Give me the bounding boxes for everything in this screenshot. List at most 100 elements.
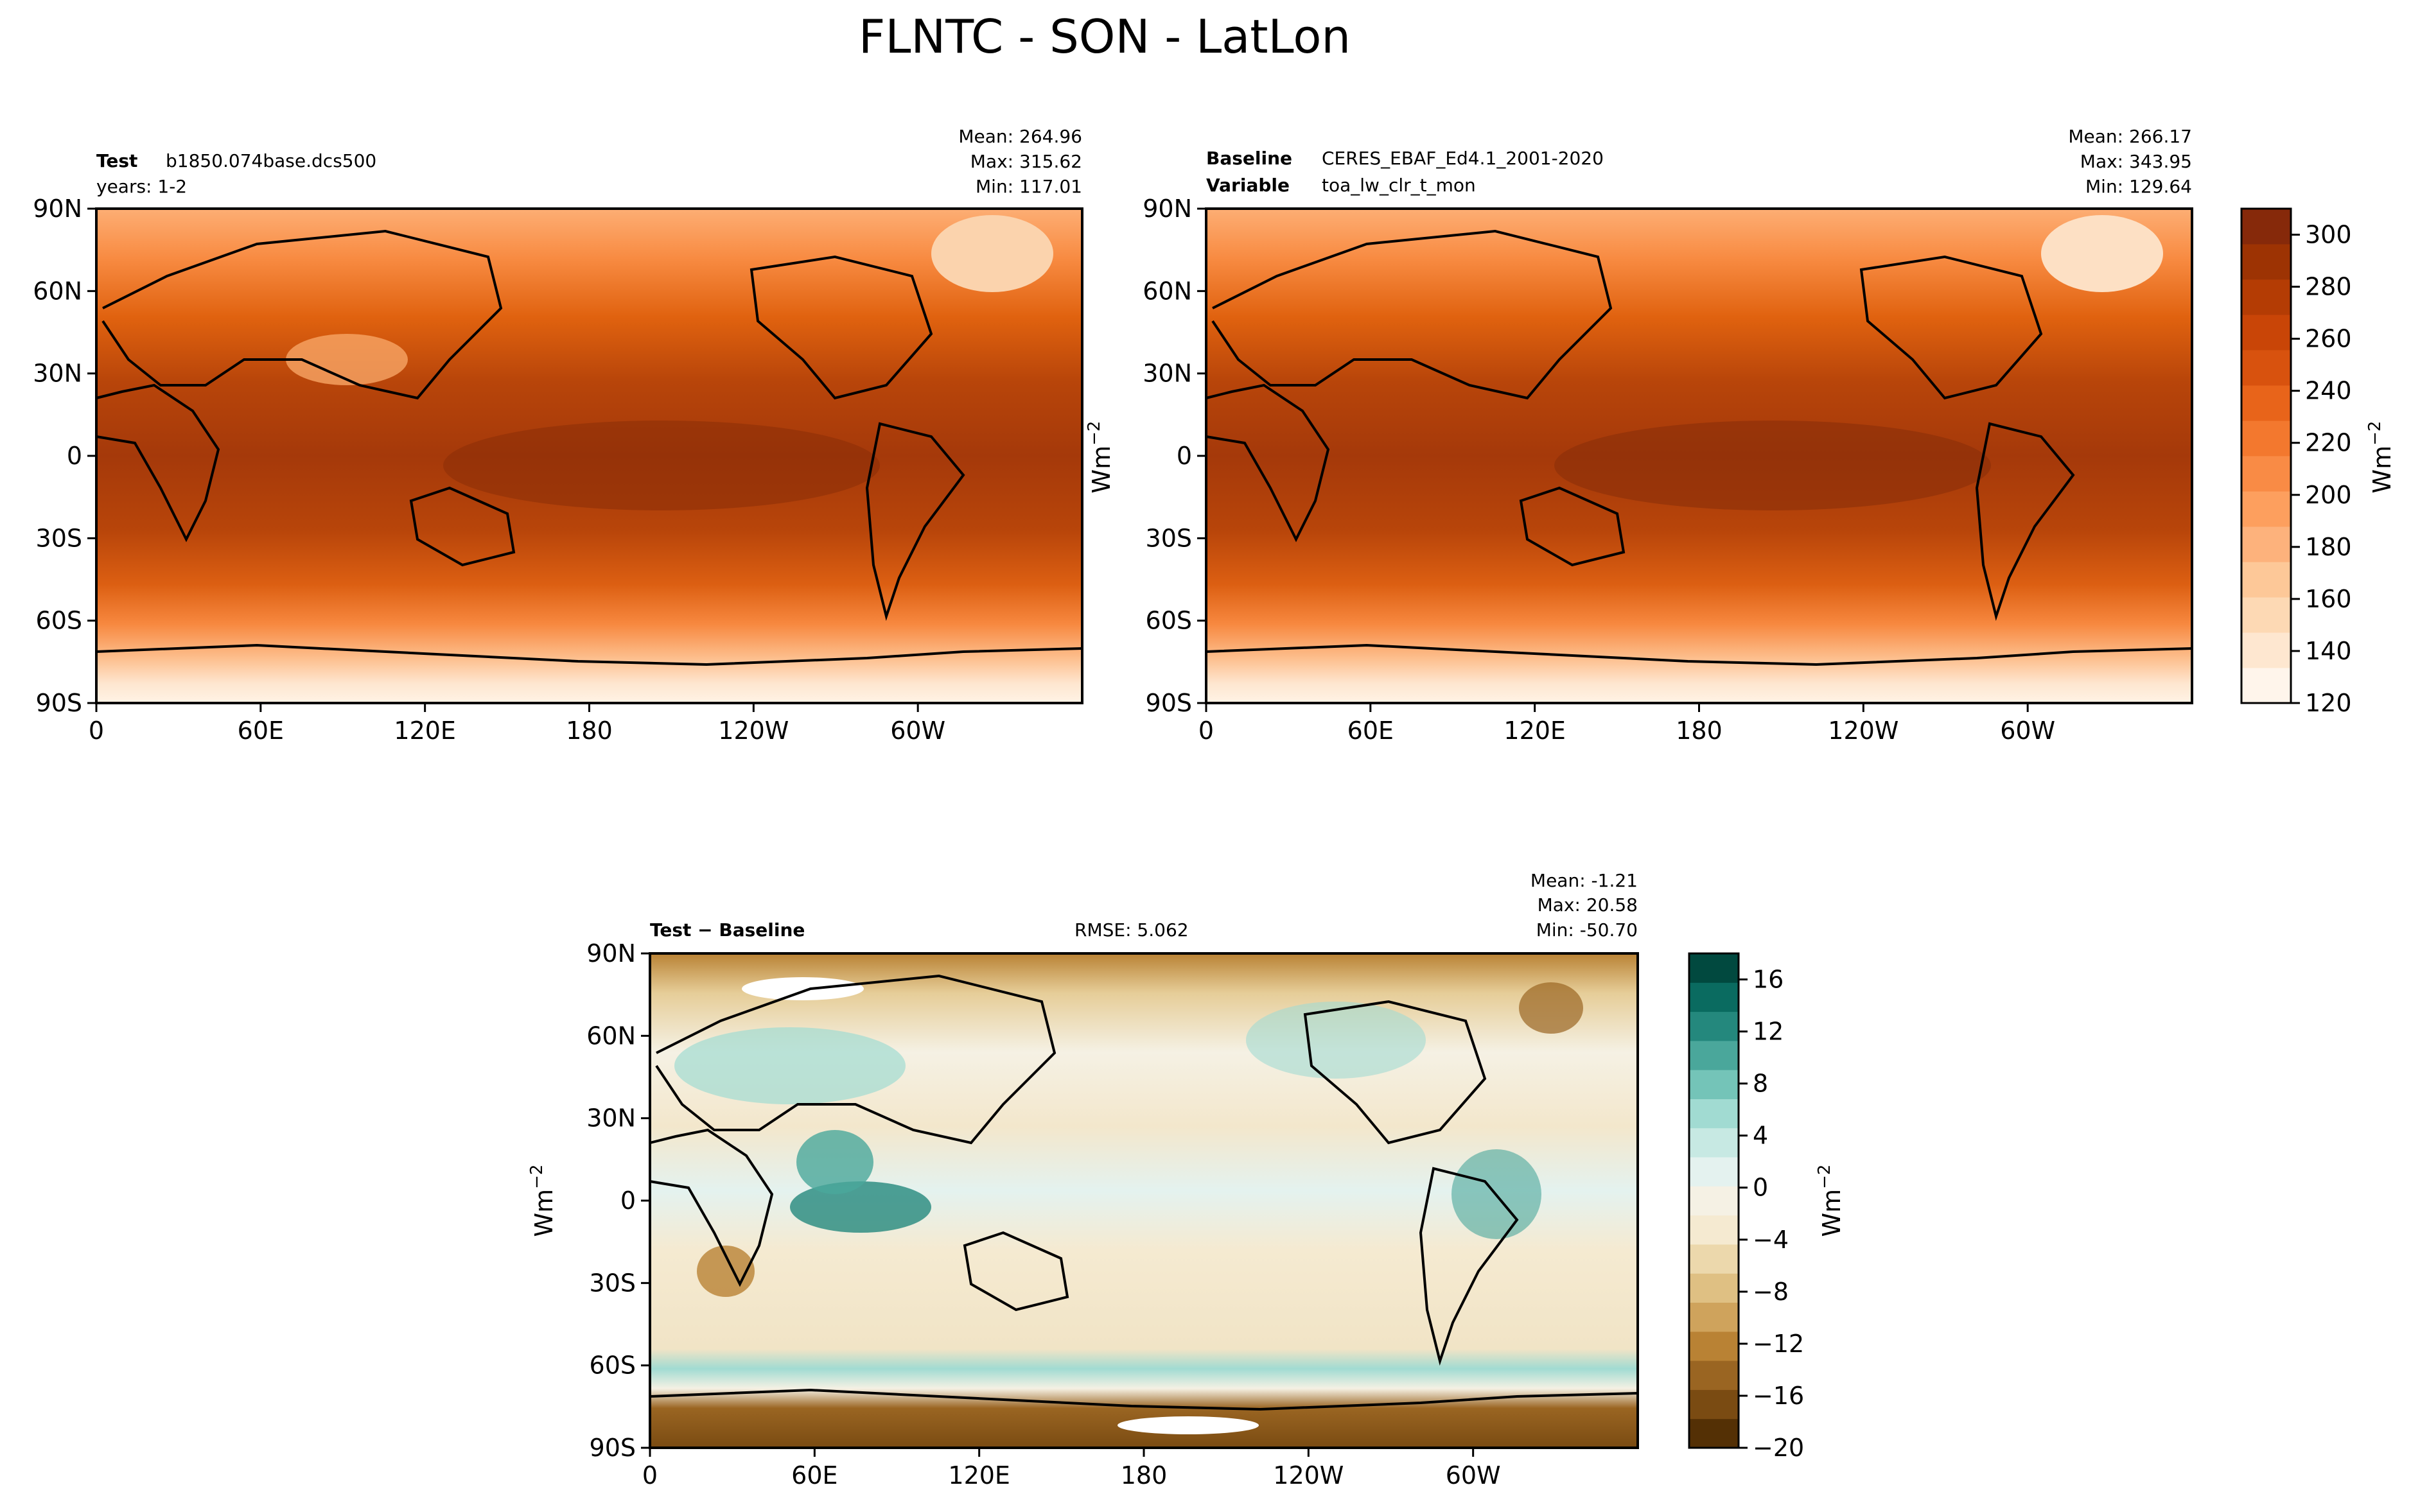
- baseline-mean: Mean: 266.17: [2068, 126, 2192, 147]
- test-label-bold: Test: [96, 150, 137, 171]
- test-ytick-label: 30N: [33, 360, 82, 388]
- colorbar-absolute-swatch: [2241, 491, 2291, 527]
- colorbar-difference-tick-label: −12: [1753, 1330, 1804, 1358]
- colorbar-absolute-tick-label: 140: [2305, 637, 2352, 665]
- colorbar-absolute-swatch: [2241, 632, 2291, 668]
- colorbar-absolute-swatch: [2241, 562, 2291, 598]
- diff-asia-blob: [674, 1027, 906, 1104]
- test-axes-ticks: 0 60E 120E 180 120W 60W 90N 60N 30N 0 30S 60S 90S: [33, 195, 945, 745]
- baseline-ylabel: Wm−2: [1085, 421, 1116, 494]
- test-ytick-label: 60S: [36, 607, 82, 635]
- test-min: Min: 117.01: [976, 176, 1082, 197]
- diff-ytick-label: 90S: [590, 1434, 636, 1462]
- diff-max: Max: 20.58: [1538, 894, 1638, 916]
- diff-axes-ticks: 0 60E 120E 180 120W 60W 90N 60N 30N 0 30S 60S 90S: [586, 939, 1500, 1490]
- test-xtick-label: 120W: [718, 717, 789, 745]
- diff-ytick-label: 30N: [586, 1104, 636, 1133]
- colorbar-difference-swatch: [1689, 1099, 1739, 1129]
- colorbar-difference-tick-label: −4: [1753, 1226, 1789, 1254]
- colorbar-difference-swatch: [1689, 1040, 1739, 1070]
- colorbar-difference-swatch: [1689, 1011, 1739, 1041]
- colorbar-difference-swatch: [1689, 1215, 1739, 1245]
- diff-ytick-label: 60N: [586, 1021, 636, 1050]
- colorbar-absolute-swatch: [2241, 315, 2291, 351]
- baseline-ytick-label: 90N: [1143, 195, 1192, 223]
- colorbar-difference-swatch: [1689, 1273, 1739, 1303]
- colorbar-difference-swatch: [1689, 982, 1739, 1012]
- colorbar-difference-swatch: [1689, 1070, 1739, 1099]
- colorbar-difference-swatch: [1689, 1331, 1739, 1361]
- diff-ytick-label: 0: [620, 1186, 636, 1215]
- colorbar-difference-tick-label: 8: [1753, 1070, 1768, 1098]
- colorbar-difference-tick-label: −16: [1753, 1382, 1804, 1410]
- diff-ytick-label: 60S: [590, 1351, 636, 1380]
- baseline-label-value: CERES_EBAF_Ed4.1_2001-2020: [1322, 148, 1604, 169]
- baseline-xtick-label: 120W: [1828, 717, 1898, 745]
- colorbar-absolute-swatch: [2241, 350, 2291, 386]
- baseline-ytick-label: 60N: [1143, 277, 1192, 305]
- variable-label-value: toa_lw_clr_t_mon: [1322, 175, 1476, 196]
- colorbar-difference-swatch: [1689, 953, 1739, 983]
- diff-coastlines: [649, 974, 1638, 1411]
- diff-arctic-missing: [742, 977, 864, 1000]
- colorbar-difference-tick-label: 4: [1753, 1122, 1768, 1150]
- test-label-value: b1850.074base.dcs500: [166, 150, 376, 171]
- baseline-ytick-label: 90S: [1146, 689, 1192, 717]
- figure-title: FLNTC - SON - LatLon: [859, 10, 1351, 64]
- baseline-min: Min: 129.64: [2085, 176, 2192, 197]
- diff-rmse: RMSE: 5.062: [1074, 919, 1189, 941]
- baseline-xtick-label: 60W: [2000, 717, 2055, 745]
- baseline-ytick-label: 0: [1177, 442, 1192, 470]
- diff-xtick-label: 180: [1121, 1461, 1168, 1490]
- test-ytick-label: 0: [67, 442, 82, 470]
- baseline-ytick-label: 30N: [1143, 360, 1192, 388]
- colorbar-absolute-swatch: [2241, 421, 2291, 456]
- colorbar-absolute-label: Wm−2: [2365, 421, 2396, 494]
- test-xtick-label: 60W: [890, 717, 945, 745]
- test-greenland: [931, 215, 1053, 292]
- colorbar-absolute-tick-label: 220: [2305, 429, 2352, 457]
- test-tibet: [286, 334, 408, 385]
- variable-label-bold: Variable: [1206, 175, 1290, 196]
- diff-ytick-label: 30S: [590, 1269, 636, 1297]
- test-ytick-label: 90S: [36, 689, 82, 717]
- baseline-label-bold: Baseline: [1206, 148, 1292, 169]
- test-xtick-label: 180: [566, 717, 613, 745]
- baseline-xtick-label: 120E: [1504, 717, 1566, 745]
- diff-ytick-label: 90N: [586, 939, 636, 968]
- colorbar-difference: 16 12 8 4 0 −4 −8 −12 −16 −20: [1688, 952, 1804, 1462]
- colorbar-absolute-swatch: [2241, 279, 2291, 315]
- diff-xtick-label: 120E: [948, 1461, 1010, 1490]
- diff-northamerica-blob: [1246, 1002, 1426, 1079]
- colorbar-difference-swatch: [1689, 1244, 1739, 1274]
- test-panel: Test b1850.074base.dcs500 years: 1-2 Mea…: [33, 126, 1083, 745]
- colorbar-absolute-swatch: [2241, 456, 2291, 492]
- test-xtick-label: 60E: [238, 717, 284, 745]
- test-coastlines: [96, 229, 1083, 666]
- colorbar-absolute-swatch: [2241, 526, 2291, 562]
- baseline-xtick-label: 180: [1676, 717, 1723, 745]
- colorbar-difference-tick-label: −20: [1753, 1434, 1804, 1462]
- baseline-ytick-label: 60S: [1146, 607, 1192, 635]
- colorbar-difference-tick-label: 16: [1753, 966, 1784, 994]
- diff-xtick-label: 60E: [791, 1461, 837, 1490]
- colorbar-absolute-tick-label: 200: [2305, 481, 2352, 509]
- baseline-max: Max: 343.95: [2080, 151, 2192, 172]
- colorbar-absolute-swatch: [2241, 597, 2291, 633]
- colorbar-difference-label: Wm−2: [1815, 1165, 1846, 1237]
- colorbar-absolute-swatch: [2241, 244, 2291, 280]
- difference-panel: Test − Baseline RMSE: 5.062 Mean: -1.21 …: [527, 870, 1846, 1490]
- test-ytick-label: 90N: [33, 195, 82, 223]
- diff-greenland-blob: [1519, 982, 1583, 1034]
- baseline-tropical-core: [1554, 421, 1991, 510]
- diff-mean: Mean: -1.21: [1530, 870, 1638, 891]
- baseline-xtick-label: 0: [1198, 717, 1214, 745]
- colorbar-difference-swatch: [1689, 1186, 1739, 1216]
- colorbar-absolute-swatch: [2241, 209, 2291, 245]
- diff-min: Min: -50.70: [1536, 919, 1638, 941]
- colorbar-absolute-tick-label: 120: [2305, 689, 2352, 717]
- diff-ylabel: Wm−2: [527, 1165, 558, 1237]
- test-ytick-label: 60N: [33, 277, 82, 305]
- test-mean: Mean: 264.96: [958, 126, 1082, 147]
- baseline-panel: Baseline CERES_EBAF_Ed4.1_2001-2020 Vari…: [1085, 126, 2396, 745]
